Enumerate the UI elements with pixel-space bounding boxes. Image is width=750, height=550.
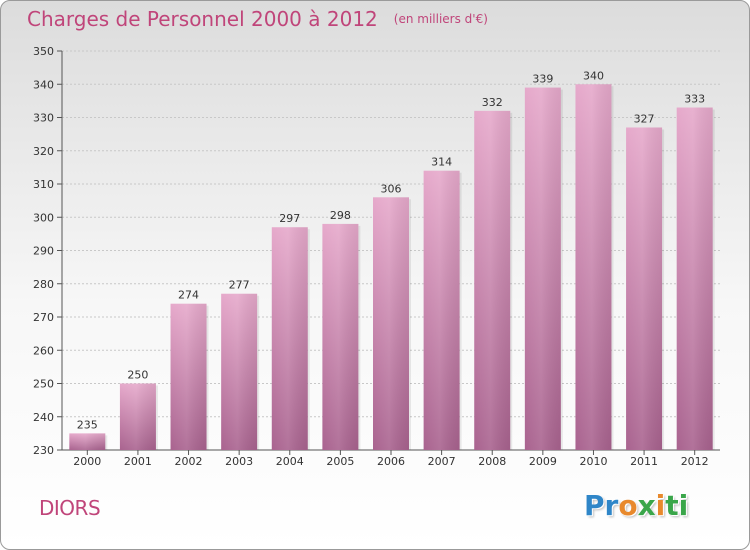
bar-shine xyxy=(221,293,258,450)
x-tick-label: 2011 xyxy=(630,455,658,468)
bar-shine xyxy=(271,227,308,450)
chart-title: Charges de Personnel 2000 à 2012 (en mill… xyxy=(27,7,488,31)
x-tick-label: 2006 xyxy=(377,455,405,468)
x-tick-label: 2009 xyxy=(529,455,557,468)
logo-letter: i xyxy=(655,489,666,522)
x-tick-label: 2001 xyxy=(124,455,152,468)
x-tick-label: 2007 xyxy=(428,455,456,468)
y-tick-label: 310 xyxy=(33,178,54,191)
data-label: 340 xyxy=(583,69,604,82)
logo-letter: P xyxy=(584,489,605,522)
y-tick-label: 300 xyxy=(33,211,54,224)
data-label: 250 xyxy=(127,369,148,382)
y-tick-label: 340 xyxy=(33,78,54,91)
bar-shine xyxy=(170,303,207,450)
y-tick-label: 320 xyxy=(33,145,54,158)
bar-shine xyxy=(474,110,511,450)
x-tick-label: 2003 xyxy=(225,455,253,468)
data-label: 274 xyxy=(178,289,199,302)
x-tick-label: 2012 xyxy=(681,455,709,468)
commune-name: DIORS xyxy=(39,496,101,520)
y-tick-label: 280 xyxy=(33,278,54,291)
data-label: 327 xyxy=(634,112,655,125)
unit-label: (en milliers d'€) xyxy=(393,12,488,26)
bar-shine xyxy=(626,127,663,450)
logo-letter: r xyxy=(604,489,619,522)
bar-shine xyxy=(423,170,460,450)
logo-letter: t xyxy=(665,489,679,522)
data-label: 235 xyxy=(77,418,98,431)
x-tick-label: 2004 xyxy=(276,455,304,468)
bar-shine xyxy=(119,383,156,450)
logo-letter: o xyxy=(618,489,638,522)
y-tick-label: 260 xyxy=(33,344,54,357)
x-tick-label: 2002 xyxy=(175,455,203,468)
x-tick-label: 2000 xyxy=(73,455,101,468)
y-tick-label: 330 xyxy=(33,112,54,125)
data-label: 314 xyxy=(431,156,452,169)
data-label: 297 xyxy=(279,212,300,225)
proxiti-logo: Proxiti xyxy=(584,489,688,522)
y-tick-label: 350 xyxy=(33,45,54,58)
bars xyxy=(69,84,715,451)
title-text: Charges de Personnel 2000 à 2012 xyxy=(27,7,378,31)
y-tick-label: 240 xyxy=(33,411,54,424)
data-label: 306 xyxy=(381,182,402,195)
data-label: 332 xyxy=(482,96,503,109)
data-label: 277 xyxy=(229,279,250,292)
logo-letter: i xyxy=(678,489,689,522)
labels: 230 240 250 260 270 280 290 300 310 320 330 340 350 2… xyxy=(33,45,709,468)
y-tick-label: 230 xyxy=(33,444,54,457)
logo-letter: x xyxy=(637,489,656,522)
y-tick-label: 270 xyxy=(33,311,54,324)
bar-shine xyxy=(676,107,713,451)
y-tick-label: 290 xyxy=(33,245,54,258)
bar-shine xyxy=(524,87,561,450)
bar-shine xyxy=(373,197,409,450)
bar-shine xyxy=(575,84,612,450)
data-label: 339 xyxy=(532,73,553,86)
y-tick-label: 250 xyxy=(33,378,54,391)
bar-shine xyxy=(322,223,359,450)
x-tick-label: 2008 xyxy=(478,455,506,468)
x-tick-label: 2010 xyxy=(579,455,607,468)
x-tick-label: 2005 xyxy=(326,455,354,468)
bar-shine xyxy=(69,433,106,450)
data-label: 333 xyxy=(684,93,705,106)
data-label: 298 xyxy=(330,209,351,222)
